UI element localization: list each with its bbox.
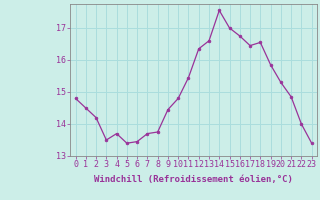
X-axis label: Windchill (Refroidissement éolien,°C): Windchill (Refroidissement éolien,°C) <box>94 175 293 184</box>
